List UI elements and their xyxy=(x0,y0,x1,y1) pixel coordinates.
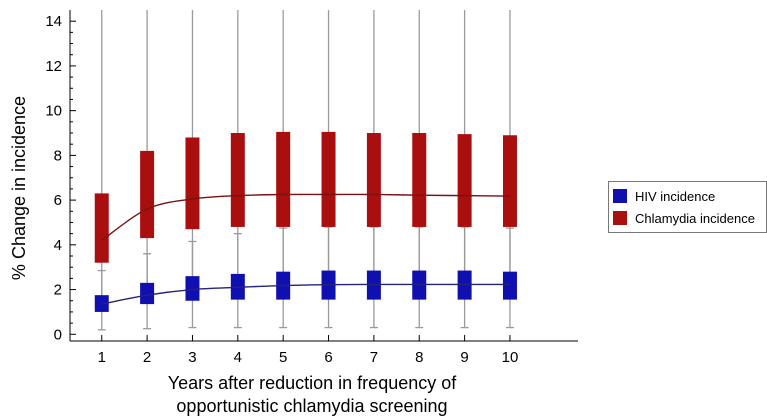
y-tick-label-12: 12 xyxy=(45,58,62,75)
y-tick-label-4: 4 xyxy=(54,237,62,254)
x-tick-label-7: 7 xyxy=(370,349,378,366)
x-tick-label-6: 6 xyxy=(324,349,332,366)
plot-marks xyxy=(94,10,517,331)
chlamydia-box-7 xyxy=(366,133,381,227)
x-tick-label-9: 9 xyxy=(460,349,468,366)
y-axis-title: % Change in incidence xyxy=(9,96,29,280)
x-axis-title-line-2: opportunistic chlamydia screening xyxy=(176,396,447,416)
y-tick-label-8: 8 xyxy=(54,147,62,164)
chlamydia-box-2 xyxy=(140,150,155,239)
x-tick-label-3: 3 xyxy=(188,349,196,366)
hiv-box-2 xyxy=(140,282,155,305)
chlamydia-box-4 xyxy=(230,133,245,227)
x-tick-label-8: 8 xyxy=(415,349,423,366)
chlamydia-box-5 xyxy=(276,131,291,227)
chlamydia-median-curve xyxy=(101,193,510,241)
legend-swatch-hiv xyxy=(613,189,627,203)
chlamydia-box-6 xyxy=(321,131,336,227)
y-tick-label-6: 6 xyxy=(54,192,62,209)
x-tick-label-1: 1 xyxy=(98,349,106,366)
legend-item-chlamydia: Chlamydia incidence xyxy=(613,207,762,229)
y-tick-label-2: 2 xyxy=(54,282,62,299)
legend-item-hiv: HIV incidence xyxy=(613,185,762,207)
chlamydia-box-1 xyxy=(94,193,109,263)
legend-swatch-chlamydia xyxy=(613,211,627,225)
chlamydia-box-9 xyxy=(457,134,472,227)
y-tick-label-0: 0 xyxy=(54,326,62,343)
chlamydia-box-8 xyxy=(412,133,427,227)
chlamydia-box-3 xyxy=(185,137,200,230)
hiv-box-3 xyxy=(185,276,200,301)
legend-label-hiv: HIV incidence xyxy=(635,188,716,204)
x-axis-title-line-1: Years after reduction in frequency of xyxy=(168,373,458,393)
hiv-box-10 xyxy=(502,271,517,300)
x-tick-label-10: 10 xyxy=(502,349,519,366)
y-tick-label-10: 10 xyxy=(45,103,62,120)
x-tick-label-4: 4 xyxy=(234,349,242,366)
chlamydia-box-10 xyxy=(502,135,517,227)
x-tick-label-5: 5 xyxy=(279,349,287,366)
legend: HIV incidence Chlamydia incidence xyxy=(608,181,767,233)
legend-label-chlamydia: Chlamydia incidence xyxy=(635,210,755,226)
y-tick-label-14: 14 xyxy=(45,13,62,30)
x-tick-label-2: 2 xyxy=(143,349,151,366)
hiv-median-curve xyxy=(101,283,510,305)
